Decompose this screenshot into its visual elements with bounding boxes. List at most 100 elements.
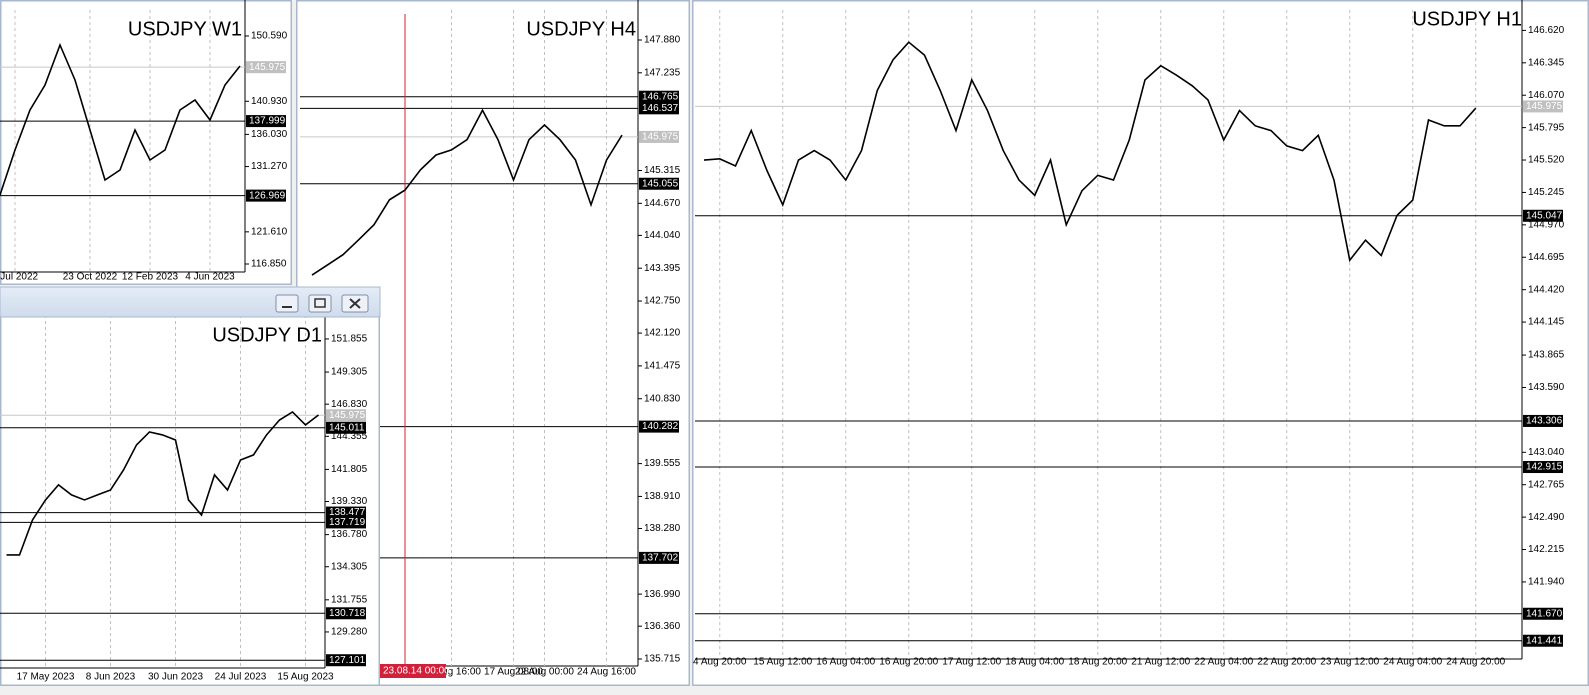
y-tick-label: 142.765 (1528, 479, 1565, 490)
level-box (639, 90, 679, 103)
y-tick-label: 144.670 (644, 198, 681, 209)
current-price-box (639, 130, 679, 143)
y-tick-label: 145.315 (644, 165, 681, 176)
y-tick-label: 141.940 (1528, 577, 1565, 588)
x-tick-label: 4 Aug 20:00 (693, 657, 747, 668)
level-box (246, 189, 286, 202)
y-tick-label: 144.145 (1528, 317, 1565, 328)
minimize-button[interactable] (275, 294, 299, 313)
y-tick-label: 142.750 (644, 296, 681, 307)
x-tick-label: 30 Jun 2023 (148, 672, 203, 683)
marker-label: 23.08.14 00:00 (383, 666, 450, 677)
level-box (639, 102, 679, 115)
current-price-box (246, 61, 286, 74)
y-tick-label: 142.490 (1528, 512, 1565, 523)
level-box (639, 420, 679, 433)
level-label: 143.306 (1526, 416, 1563, 427)
level-label: 145.055 (642, 178, 679, 189)
current-price-box (326, 409, 366, 422)
level-box (1523, 414, 1563, 427)
x-tick-label: 8 Jun 2023 (86, 672, 136, 683)
level-label: 145.011 (329, 422, 365, 433)
price-line (703, 41, 1477, 263)
x-tick-label: 15 Aug 2023 (277, 672, 334, 683)
x-tick-label: 24 Aug 04:00 (1383, 657, 1442, 668)
level-label: 140.282 (642, 421, 679, 432)
level-box (246, 115, 286, 128)
y-tick-label: 146.070 (1528, 90, 1565, 101)
y-tick-label: 136.780 (331, 529, 368, 540)
y-tick-label: 144.970 (1528, 219, 1565, 230)
y-tick-label: 136.990 (644, 589, 681, 600)
x-tick-label: 4 Jun 2023 (185, 272, 235, 283)
level-label: 130.718 (329, 608, 366, 619)
y-tick-label: 147.880 (644, 35, 681, 46)
y-tick-label: 121.610 (251, 226, 288, 237)
y-tick-label: 141.805 (331, 464, 368, 475)
y-tick-label: 138.280 (644, 523, 681, 534)
x-tick-label: 18 Aug 20:00 (1068, 657, 1127, 668)
x-tick-label: 16 Aug 16:00 (422, 667, 481, 678)
chart-title: USDJPY D1 (212, 324, 322, 346)
level-label: 126.969 (249, 190, 286, 201)
current-price-label: 145.975 (329, 410, 366, 421)
window-frame (0, 287, 380, 686)
y-tick-label: 142.120 (644, 328, 681, 339)
price-line (311, 108, 623, 276)
d1-title-bar (0, 286, 381, 318)
x-tick-label: 23 Oct 2022 (63, 272, 118, 283)
y-tick-label: 143.040 (1528, 447, 1565, 458)
y-tick-label: 144.420 (1528, 284, 1565, 295)
y-tick-label: 131.270 (251, 161, 288, 172)
x-tick-label: 24 Aug 20:00 (1446, 657, 1505, 668)
y-tick-label: 143.590 (1528, 382, 1565, 393)
chart-title: USDJPY W1 (128, 18, 242, 40)
price-line (6, 410, 319, 556)
x-tick-label: 23 Aug 12:00 (1320, 657, 1379, 668)
y-tick-label: 131.755 (331, 594, 368, 605)
x-tick-label: 24 Aug 16:00 (577, 667, 636, 678)
level-box (326, 516, 366, 529)
d1-window: 17 May 2023 8 Jun 2023 30 Jun 2023 24 Jul 2… (0, 287, 380, 686)
level-box (326, 506, 366, 519)
y-tick-label: 116.850 (251, 259, 287, 270)
y-tick-label: 144.040 (644, 230, 681, 241)
x-tick-label: 12 Feb 2023 (122, 272, 179, 283)
y-tick-label: 138.910 (644, 491, 681, 502)
close-button[interactable] (341, 294, 369, 313)
restore-button[interactable] (308, 294, 332, 313)
current-price-label: 145.975 (642, 132, 679, 143)
x-tick-label: 22 Aug 04:00 (1194, 657, 1253, 668)
x-tick-label: 17 Aug 08:00 (484, 667, 543, 678)
level-label: 137.719 (329, 517, 366, 528)
level-label: 127.101 (329, 655, 366, 666)
y-tick-label: 136.030 (251, 129, 288, 140)
level-box (1523, 209, 1563, 222)
y-tick-label: 129.280 (331, 627, 368, 638)
level-label: 137.702 (642, 553, 679, 564)
level-box (639, 177, 679, 190)
x-tick-label: 17 Aug 12:00 (942, 657, 1001, 668)
y-tick-label: 145.520 (1528, 155, 1565, 166)
y-tick-label: 134.305 (331, 561, 368, 572)
y-tick-label: 146.620 (1528, 25, 1565, 36)
y-tick-label: 150.590 (251, 31, 288, 42)
level-label: 141.441 (1526, 635, 1563, 646)
level-label: 142.915 (1526, 462, 1563, 473)
x-tick-label: 18 Aug 04:00 (1005, 657, 1064, 668)
y-tick-label: 144.355 (331, 431, 368, 442)
current-price-box (1523, 100, 1563, 113)
level-label: 145.047 (1526, 210, 1563, 221)
x-tick-label: 16 Aug 20:00 (879, 657, 938, 668)
level-box (639, 551, 679, 564)
level-label: 138.477 (329, 507, 366, 518)
x-tick-label: 16 Aug 04:00 (816, 657, 875, 668)
level-box (1523, 607, 1563, 620)
level-box (326, 654, 366, 667)
marker-box (380, 664, 446, 678)
y-tick-label: 151.855 (331, 334, 368, 345)
y-tick-label: 139.555 (644, 458, 681, 469)
y-tick-label: 145.245 (1528, 187, 1565, 198)
x-tick-label: 22 Aug 00:00 (515, 667, 574, 678)
